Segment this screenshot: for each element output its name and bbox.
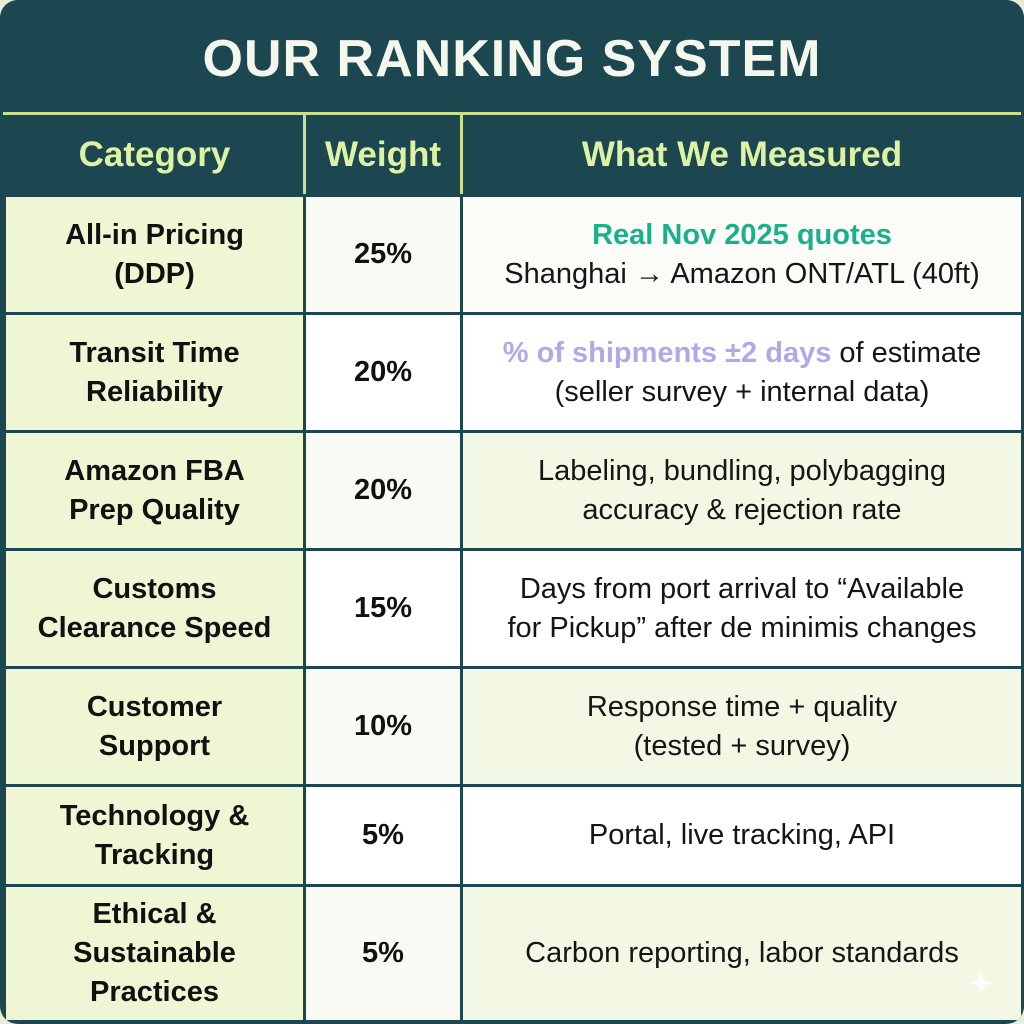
measured-text: Days from port arrival to “Available	[519, 572, 965, 605]
measured-highlight: % of shipments ±2 days	[502, 336, 832, 369]
measured-text: Shanghai → Amazon ONT/ATL (40ft)	[504, 257, 980, 290]
measured-text: Carbon reporting, labor standards	[525, 937, 959, 969]
measured-cell: Carbon reporting, labor standards	[460, 884, 1024, 1023]
table-row: Customs Clearance Speed 15% Days from po…	[3, 548, 1024, 669]
category-line: (DDP)	[114, 257, 195, 290]
table-header-row: Category Weight What We Measured	[3, 112, 1024, 197]
measured-text: accuracy & rejection rate	[582, 493, 902, 526]
table-row: Transit Time Reliability 20% % of shipme…	[3, 312, 1024, 433]
weight-cell: 15%	[303, 548, 463, 669]
ranking-table: Category Weight What We Measured All-in …	[3, 112, 1024, 1023]
measured-text: (tested + survey)	[633, 729, 851, 762]
category-line: Practices	[90, 976, 219, 1008]
category-line: Transit Time	[69, 336, 240, 369]
measured-highlight: Real Nov 2025 quotes	[592, 218, 892, 251]
category-cell: Amazon FBA Prep Quality	[3, 430, 306, 551]
category-line: Clearance Speed	[37, 611, 272, 644]
column-header-category: Category	[3, 112, 306, 197]
category-line: Customs	[92, 572, 217, 605]
table-row: Customer Support 10% Response time + qua…	[3, 666, 1024, 787]
weight-cell: 10%	[303, 666, 463, 787]
category-line: Sustainable	[73, 937, 236, 969]
category-cell: Technology & Tracking	[3, 784, 306, 887]
measured-cell: Portal, live tracking, API	[460, 784, 1024, 887]
category-line: Reliability	[86, 375, 223, 408]
measured-text: of estimate	[831, 336, 982, 369]
table-row: Technology & Tracking 5% Portal, live tr…	[3, 784, 1024, 887]
table-row: Ethical & Sustainable Practices 5% Carbo…	[3, 884, 1024, 1023]
measured-cell: % of shipments ±2 days of estimate (sell…	[460, 312, 1024, 433]
measured-cell: Response time + quality (tested + survey…	[460, 666, 1024, 787]
measured-cell: Days from port arrival to “Available for…	[460, 548, 1024, 669]
measured-text: for Pickup” after de minimis changes	[507, 611, 977, 644]
category-line: Technology &	[59, 799, 250, 832]
table-row: All-in Pricing (DDP) 25% Real Nov 2025 q…	[3, 194, 1024, 315]
measured-text: Labeling, bundling, polybagging	[538, 454, 946, 487]
weight-cell: 20%	[303, 312, 463, 433]
category-cell: Customer Support	[3, 666, 306, 787]
category-line: All-in Pricing	[65, 218, 244, 251]
table-row: Amazon FBA Prep Quality 20% Labeling, bu…	[3, 430, 1024, 551]
weight-cell: 5%	[303, 784, 463, 887]
title-bar: OUR RANKING SYSTEM	[0, 0, 1024, 110]
category-line: Ethical &	[92, 898, 217, 930]
weight-cell: 20%	[303, 430, 463, 551]
column-header-weight: Weight	[303, 112, 463, 197]
sparkle-icon	[969, 971, 993, 995]
measured-cell: Real Nov 2025 quotes Shanghai → Amazon O…	[460, 194, 1024, 315]
measured-text: Portal, live tracking, API	[588, 819, 896, 851]
column-header-measured: What We Measured	[460, 112, 1024, 197]
measured-text: (seller survey + internal data)	[554, 375, 930, 408]
measured-text: Response time + quality	[586, 690, 898, 723]
category-cell: Transit Time Reliability	[3, 312, 306, 433]
category-line: Customer	[86, 690, 223, 723]
weight-cell: 25%	[303, 194, 463, 315]
category-cell: Customs Clearance Speed	[3, 548, 306, 669]
weight-cell: 5%	[303, 884, 463, 1023]
category-line: Tracking	[94, 838, 215, 871]
category-line: Support	[98, 729, 211, 762]
category-cell: All-in Pricing (DDP)	[3, 194, 306, 315]
page-title: OUR RANKING SYSTEM	[202, 30, 822, 88]
category-line: Amazon FBA	[64, 454, 245, 487]
measured-cell: Labeling, bundling, polybagging accuracy…	[460, 430, 1024, 551]
category-line: Prep Quality	[69, 493, 240, 526]
category-cell: Ethical & Sustainable Practices	[3, 884, 306, 1023]
